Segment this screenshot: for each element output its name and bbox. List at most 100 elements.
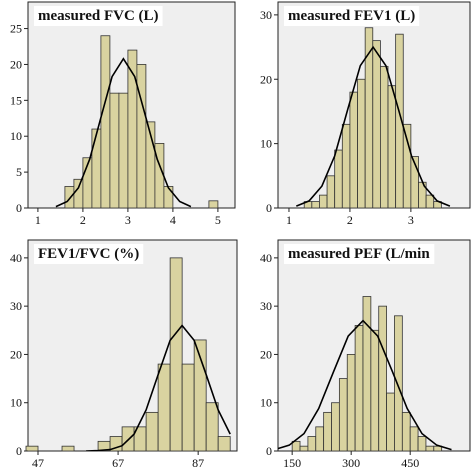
y-tick-label: 0: [266, 444, 272, 458]
y-tick-label: 30: [260, 8, 272, 22]
bar: [61, 445, 75, 452]
bar: [346, 354, 356, 452]
bar: [338, 378, 348, 452]
x-tick-label: 2: [80, 213, 86, 227]
y-tick-label: 10: [260, 137, 272, 151]
chart-title: measured PEF (L/min: [288, 246, 430, 262]
x-tick-label: 5: [215, 213, 221, 227]
bar: [326, 175, 336, 209]
bar: [379, 65, 389, 209]
panel: 0 5 10 15 20 25 1 2 3 4 5 measured FVC (L): [10, 1, 236, 227]
title-background: [34, 6, 163, 26]
bar: [100, 35, 111, 209]
y-tick-label: 20: [10, 347, 22, 361]
bar: [425, 445, 435, 452]
bar: [169, 257, 183, 452]
bar: [307, 436, 317, 452]
bar: [208, 200, 219, 209]
bar: [163, 186, 174, 209]
panel: 0 10 20 30 40 150 300 450 measured PEF (L/min: [260, 239, 471, 470]
normal-curve: [55, 57, 192, 208]
bar: [331, 402, 340, 452]
bar: [357, 78, 366, 209]
x-tick-label: 1: [35, 213, 41, 227]
chart-title: measured FEV1 (L): [288, 8, 415, 24]
x-tick-label: 87: [192, 456, 204, 470]
bar: [64, 186, 75, 209]
bar: [362, 296, 372, 452]
y-tick-label: 0: [16, 201, 22, 215]
bar: [409, 426, 419, 452]
bar: [157, 363, 171, 452]
y-tick-label: 0: [266, 201, 272, 215]
panel: 0 10 20 30 40 47 67 87 FEV1/FVC (%): [10, 239, 238, 470]
title-background: [284, 244, 435, 264]
y-tick-label: 40: [260, 251, 272, 265]
y-tick-label: 40: [10, 251, 22, 265]
bar: [25, 445, 39, 452]
bar: [372, 40, 381, 209]
y-tick-label: 10: [10, 129, 22, 143]
y-tick-label: 0: [16, 444, 22, 458]
bar: [349, 91, 358, 209]
x-tick-label: 4: [170, 213, 176, 227]
bar: [341, 123, 351, 209]
chart-title: measured FVC (L): [38, 8, 159, 24]
bar: [370, 329, 380, 452]
bar: [299, 445, 309, 452]
x-tick-label: 1: [286, 213, 292, 227]
bar: [364, 27, 374, 209]
bar: [181, 363, 195, 452]
bar: [109, 92, 120, 209]
bar: [387, 85, 397, 209]
bar: [319, 194, 328, 209]
bar: [311, 201, 320, 209]
bar: [378, 305, 387, 452]
bar: [91, 128, 102, 209]
panel: 0 10 20 30 1 2 3 measured FEV1 (L): [260, 1, 471, 227]
bar: [401, 411, 411, 452]
title-background: [34, 244, 144, 264]
y-tick-label: 15: [10, 93, 22, 107]
y-tick-label: 20: [260, 347, 272, 361]
bar: [205, 402, 219, 452]
y-tick-label: 25: [10, 22, 22, 36]
x-tick-label: 3: [408, 213, 414, 227]
bar: [425, 194, 435, 209]
bar: [395, 33, 404, 209]
y-tick-label: 30: [10, 299, 22, 313]
title-background: [284, 6, 420, 26]
bar: [136, 64, 147, 209]
bar: [323, 411, 332, 452]
bar: [417, 436, 427, 452]
normal-curve: [86, 324, 231, 451]
normal-curve: [278, 319, 452, 451]
bar: [386, 392, 395, 452]
bar: [145, 411, 159, 452]
bar: [402, 123, 412, 209]
bar: [394, 315, 403, 452]
x-tick-label: 2: [347, 213, 353, 227]
bar: [73, 178, 84, 209]
x-tick-label: 150: [283, 456, 301, 470]
bar: [217, 436, 231, 452]
x-tick-label: 450: [401, 456, 419, 470]
x-tick-label: 3: [125, 213, 131, 227]
y-tick-label: 10: [260, 396, 272, 410]
bar: [334, 149, 343, 209]
normal-curve: [295, 45, 451, 207]
y-tick-label: 20: [10, 57, 22, 71]
x-tick-label: 300: [342, 456, 360, 470]
y-tick-label: 10: [10, 396, 22, 410]
bar: [118, 92, 129, 209]
y-tick-label: 20: [260, 72, 272, 86]
chart-title: FEV1/FVC (%): [38, 246, 139, 262]
bar: [354, 325, 364, 452]
y-tick-label: 30: [260, 299, 272, 313]
bar: [315, 426, 325, 452]
x-tick-label: 47: [32, 456, 44, 470]
x-tick-label: 67: [112, 456, 124, 470]
y-tick-label: 5: [16, 165, 22, 179]
